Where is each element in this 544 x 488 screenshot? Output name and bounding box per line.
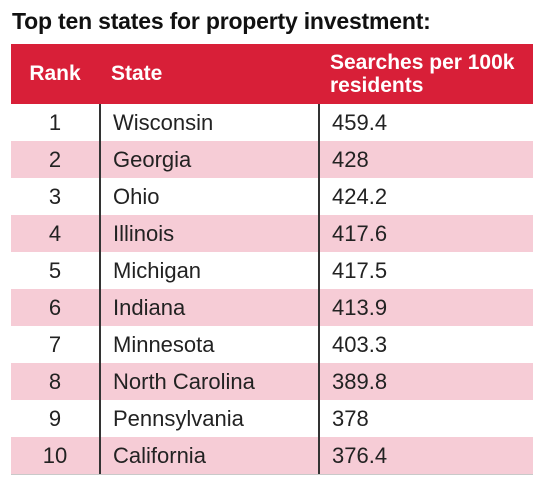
searches-cell: 376.4 bbox=[318, 437, 533, 474]
rank-cell: 1 bbox=[48, 109, 62, 135]
state-cell: North Carolina bbox=[99, 363, 318, 400]
searches-cell: 378 bbox=[318, 400, 533, 437]
searches-cell: 403.3 bbox=[318, 326, 533, 363]
table-body: 1 Wisconsin 459.4 2 Georgia 428 3 Ohio 424.2 4 Ill… bbox=[11, 104, 533, 474]
searches-cell: 417.6 bbox=[318, 215, 533, 252]
state-cell: Pennsylvania bbox=[99, 400, 318, 437]
state-cell: Wisconsin bbox=[99, 104, 318, 141]
searches-cell: 428 bbox=[318, 141, 533, 178]
page-title: Top ten states for property investment: bbox=[12, 8, 431, 34]
table-row: 5 Michigan 417.5 bbox=[11, 252, 533, 289]
table-row: 6 Indiana 413.9 bbox=[11, 289, 533, 326]
searches-cell: 389.8 bbox=[318, 363, 533, 400]
header-searches: Searches per 100k residents bbox=[318, 44, 533, 104]
table-row: 2 Georgia 428 bbox=[11, 141, 533, 178]
rank-cell: 9 bbox=[48, 405, 62, 431]
table-row: 4 Illinois 417.6 bbox=[11, 215, 533, 252]
table-row: 10 California 376.4 bbox=[11, 437, 533, 474]
rank-cell: 10 bbox=[42, 442, 68, 468]
state-cell: California bbox=[99, 437, 318, 474]
searches-cell: 413.9 bbox=[318, 289, 533, 326]
state-cell: Georgia bbox=[99, 141, 318, 178]
state-cell: Indiana bbox=[99, 289, 318, 326]
table-header: Rank State Searches per 100k residents bbox=[11, 44, 533, 104]
table-row: 7 Minnesota 403.3 bbox=[11, 326, 533, 363]
rank-cell: 6 bbox=[48, 294, 62, 320]
header-searches-label: Searches per 100k residents bbox=[330, 51, 515, 97]
table-row: 8 North Carolina 389.8 bbox=[11, 363, 533, 400]
rank-cell: 5 bbox=[48, 257, 62, 283]
state-cell: Illinois bbox=[99, 215, 318, 252]
table-row: 9 Pennsylvania 378 bbox=[11, 400, 533, 437]
state-cell: Michigan bbox=[99, 252, 318, 289]
rank-cell: 3 bbox=[48, 183, 62, 209]
rank-cell: 2 bbox=[48, 146, 62, 172]
table-row: 3 Ohio 424.2 bbox=[11, 178, 533, 215]
ranking-table: Rank State Searches per 100k residents 1… bbox=[11, 44, 533, 475]
searches-cell: 417.5 bbox=[318, 252, 533, 289]
searches-cell: 424.2 bbox=[318, 178, 533, 215]
header-rank: Rank bbox=[29, 62, 81, 85]
state-cell: Minnesota bbox=[99, 326, 318, 363]
rank-cell: 4 bbox=[48, 220, 62, 246]
table-row: 1 Wisconsin 459.4 bbox=[11, 104, 533, 141]
rank-cell: 8 bbox=[48, 368, 62, 394]
searches-cell: 459.4 bbox=[318, 104, 533, 141]
state-cell: Ohio bbox=[99, 178, 318, 215]
rank-cell: 7 bbox=[48, 331, 62, 357]
header-state: State bbox=[111, 62, 163, 85]
